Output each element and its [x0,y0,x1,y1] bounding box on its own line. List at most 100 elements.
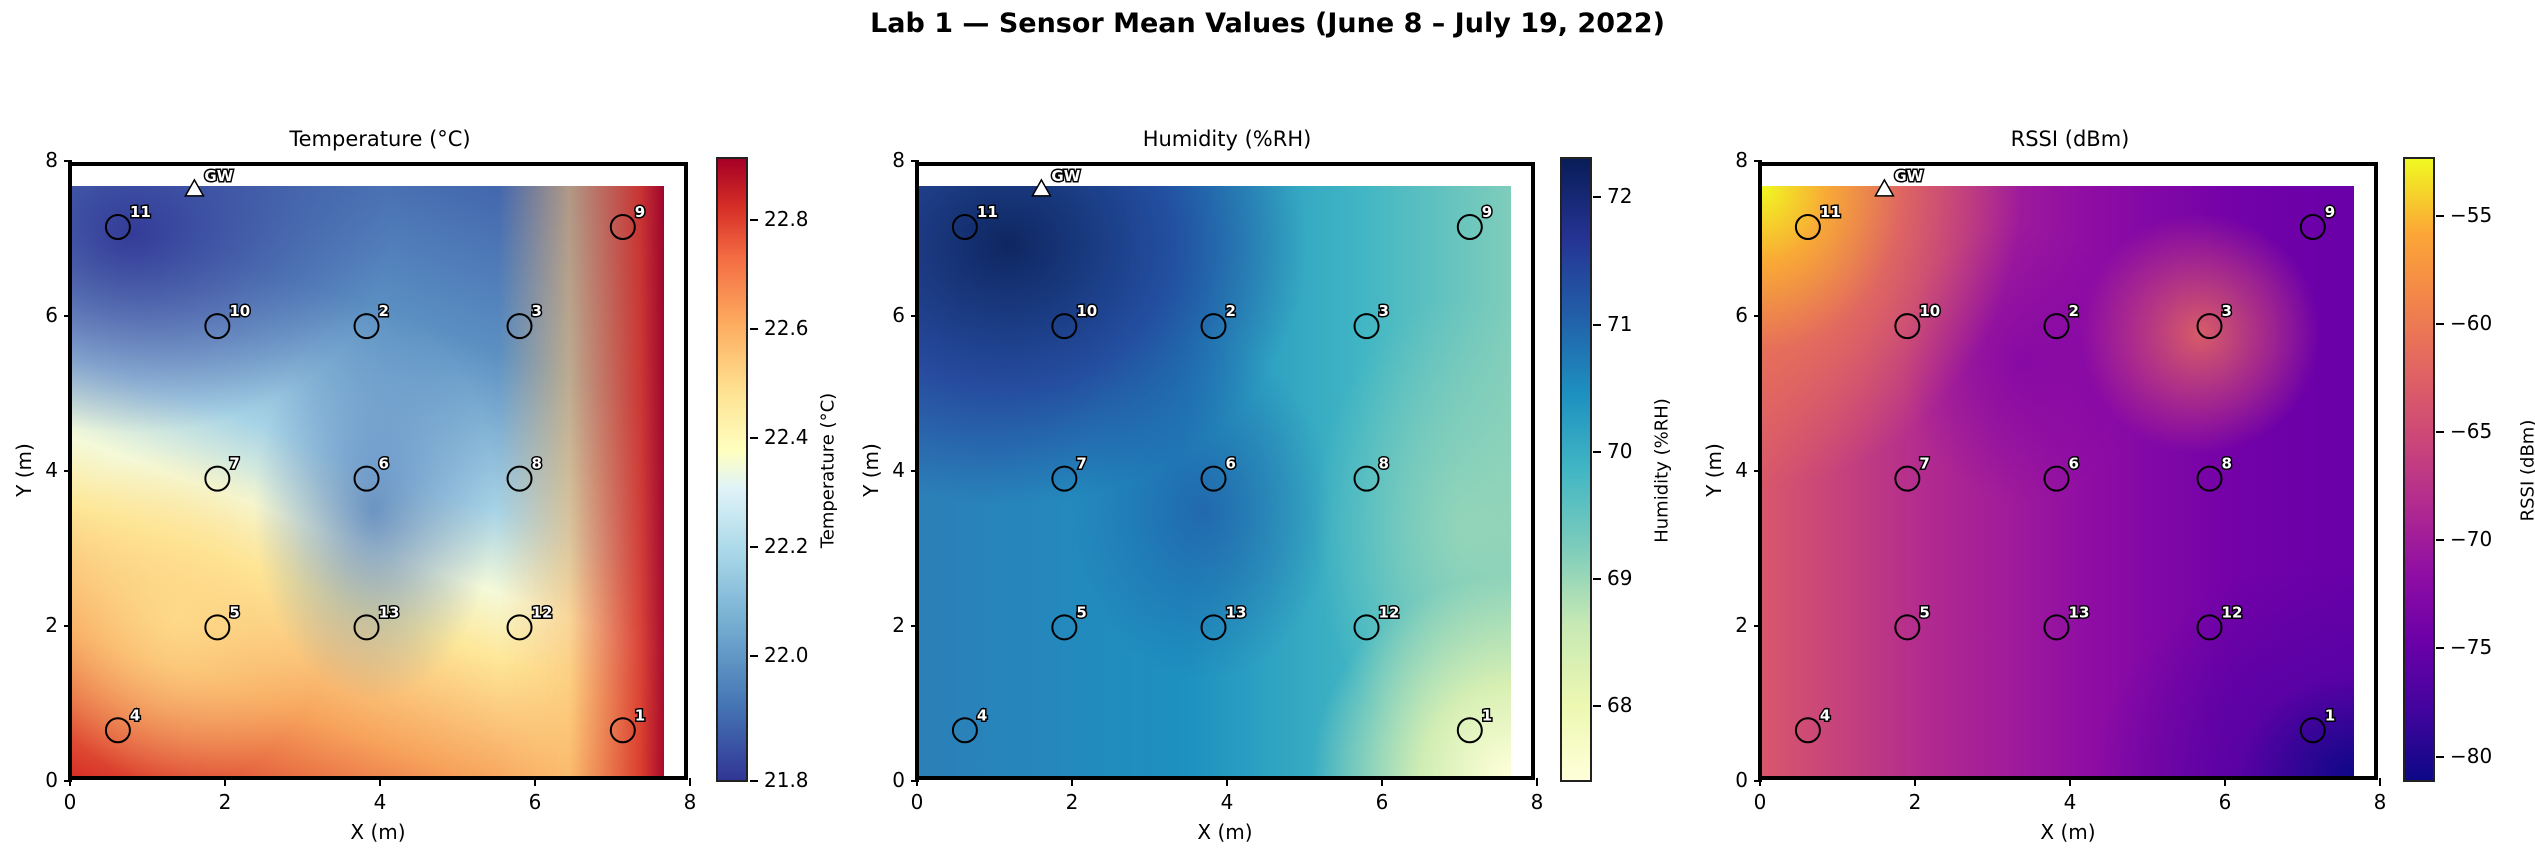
y-tick: 6 [875,303,919,327]
sensor-circle-icon [1353,465,1380,492]
colorbar-tick: −65 [2435,419,2493,443]
sensor-circle-icon [204,465,231,492]
x-tick: 6 [2205,778,2245,814]
sensor-circle-icon [2196,313,2223,340]
sensor-id-label: 3 [1379,302,1389,320]
sensor-id-label: 9 [1482,203,1492,221]
sensor-id-label: 9 [635,203,645,221]
sensor-circle-icon [951,214,978,240]
sensor-id-label: 9 [2325,203,2335,221]
colorbar-tick: 22.6 [750,316,809,340]
gateway-label: GW [204,167,233,185]
sensor-id-label: 7 [229,455,239,473]
sensor-circle-icon [353,313,380,340]
x-tick: 4 [2050,778,2090,814]
sensor-marker: 11 [1794,202,1842,240]
sensor-circle-icon [1051,313,1078,340]
colorbar-label: RSSI (dBm) [2517,419,2535,522]
sensor-id-label: 6 [2069,455,2079,473]
sensor-circle-icon [2299,717,2326,744]
sensor-circle-icon [1353,313,1380,340]
x-axis-label: X (m) [1197,820,1253,844]
colorbar-tick: 71 [1592,312,1633,336]
x-tick: 0 [50,778,90,814]
sensor-circle-icon [1456,717,1483,744]
sensor-id-label: 5 [1076,603,1086,621]
sensor-circle-icon [1200,313,1227,340]
sensor-marker: 7 [1051,453,1088,492]
sensor-marker: 10 [204,301,252,340]
panel-title: RSSI (dBm) [2010,127,2130,151]
gateway-label: GW [1051,167,1080,185]
colorbar-tick: 68 [1592,693,1633,717]
sensor-id-label: 1 [2325,706,2335,724]
sensor-id-label: 7 [1919,455,1929,473]
sensor-id-label: 12 [2222,603,2243,621]
sensor-marker: 6 [353,453,390,492]
sensor-id-label: 10 [1076,302,1097,320]
sensor-circle-icon [2196,614,2223,641]
sensor-circle-icon [506,313,533,340]
sensor-id-label: 8 [2222,455,2232,473]
sensor-marker: 11 [104,202,152,240]
sensor-circle-icon [1794,717,1821,744]
sensor-id-label: 10 [1919,302,1940,320]
sensor-marker: 12 [2196,602,2244,641]
sensor-circle-icon [104,717,131,744]
sensor-marker: 9 [609,202,647,240]
sensor-circle-icon [1051,465,1078,492]
y-tick: 4 [875,458,919,482]
colorbar-tick: 22.2 [750,534,809,558]
sensor-id-label: 7 [1076,455,1086,473]
x-tick: 2 [1895,778,1935,814]
sensor-marker: 2 [353,301,390,340]
x-tick: 8 [2360,778,2400,814]
panel-rssi: RSSI (dBm) Y (m) 8 6 4 2 0 1 2 3 4 5 6 7 8 9 10 11… [1690,0,2535,857]
y-tick: 0 [875,768,919,792]
temperature-heatmap [72,185,664,776]
y-tick: 2 [875,613,919,637]
sensor-id-label: 12 [1379,603,1400,621]
sensor-id-label: 8 [532,455,542,473]
colorbar-tick: 70 [1592,439,1633,463]
rssi-heatmap [1762,185,2354,776]
colorbar-tick: −75 [2435,635,2493,659]
sensor-marker: 12 [1353,602,1401,641]
colorbar-tick: 22.8 [750,207,809,231]
sensor-id-label: 13 [2069,603,2090,621]
sensor-marker: 11 [951,202,999,240]
sensor-marker: 4 [951,705,989,744]
sensor-circle-icon [951,717,978,744]
sensor-circle-icon [204,614,231,641]
sensor-marker: 9 [2299,202,2337,240]
figure-title: Lab 1 — Sensor Mean Values (June 8 – Jul… [870,8,1665,39]
sensor-circle-icon [1794,214,1821,240]
sensor-marker: 7 [1894,453,1931,492]
sensor-id-label: 5 [1919,603,1929,621]
x-tick: 0 [897,778,937,814]
heatmap-axes: 1 2 3 4 5 6 7 8 9 10 11 12 13 GW [1758,162,2378,780]
sensor-circle-icon [1894,465,1921,492]
sensor-id-label: 4 [130,706,140,724]
sensor-circle-icon [204,313,231,340]
y-tick: 8 [1718,148,1762,172]
sensor-circle-icon [1051,614,1078,641]
sensor-circle-icon [2043,313,2070,340]
sensor-marker: 5 [1894,602,1931,641]
y-tick: 8 [875,148,919,172]
x-axis-label: X (m) [350,820,406,844]
humidity-colorbar [1560,157,1592,782]
sensor-id-label: 8 [1379,455,1389,473]
sensor-marker: 4 [104,705,142,744]
sensor-id-label: 3 [532,302,542,320]
panel-title: Temperature (°C) [289,127,471,151]
x-tick: 2 [1052,778,1092,814]
sensor-marker: 8 [2196,453,2233,492]
gateway-triangle-icon [1031,178,1052,197]
sensor-marker: 1 [1456,705,1494,744]
x-tick: 8 [670,778,710,814]
sensor-id-label: 1 [635,706,645,724]
humidity-heatmap [919,185,1511,776]
